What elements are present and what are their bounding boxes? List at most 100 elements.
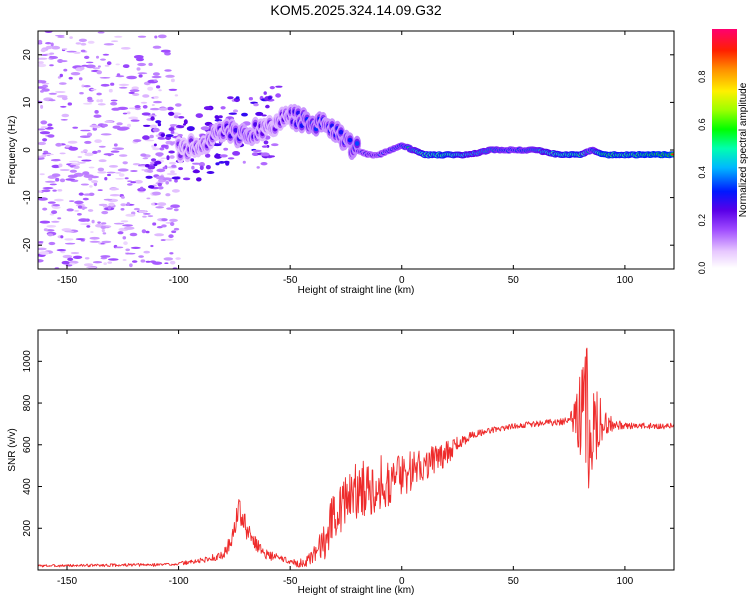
heatmap-cell bbox=[51, 205, 61, 209]
heatmap-cell bbox=[191, 165, 195, 170]
heatmap-cell bbox=[96, 99, 101, 103]
heatmap-cell bbox=[91, 180, 98, 184]
heatmap-cell bbox=[54, 198, 64, 202]
heatmap-cell bbox=[118, 83, 130, 86]
heatmap-cell bbox=[117, 168, 129, 172]
heatmap-cell bbox=[200, 126, 210, 131]
heatmap-cell bbox=[120, 196, 125, 199]
heatmap-cell bbox=[103, 43, 115, 46]
heatmap-cell bbox=[101, 228, 105, 233]
y-tick-label: 10 bbox=[22, 96, 33, 108]
heatmap-cell bbox=[107, 205, 112, 210]
snr-frame bbox=[37, 329, 675, 571]
heatmap-cell bbox=[102, 53, 110, 56]
heatmap-cell bbox=[252, 149, 262, 153]
heatmap-cell bbox=[38, 251, 50, 255]
heatmap-cell bbox=[183, 123, 186, 126]
heatmap-cell bbox=[97, 221, 101, 224]
heatmap-cell bbox=[72, 255, 83, 259]
heatmap-cell bbox=[80, 239, 85, 242]
heatmap-cell bbox=[69, 169, 77, 173]
heatmap-cell bbox=[126, 111, 131, 115]
heatmap-cell bbox=[102, 232, 107, 235]
heatmap-cell bbox=[142, 215, 147, 218]
heatmap-cell bbox=[87, 40, 95, 44]
heatmap-cell bbox=[261, 145, 268, 148]
spectrogram-marks bbox=[38, 31, 674, 269]
heatmap-cell bbox=[38, 155, 44, 158]
colorbar-tick-label: 0.2 bbox=[697, 214, 707, 227]
heatmap-cell bbox=[120, 208, 125, 211]
heatmap-cell bbox=[148, 185, 155, 189]
heatmap-cell bbox=[94, 110, 99, 114]
heatmap-cell bbox=[170, 204, 181, 208]
heatmap-cell bbox=[137, 72, 148, 75]
heatmap-cell bbox=[46, 225, 57, 228]
heatmap-cell bbox=[101, 222, 107, 225]
heatmap-cell bbox=[220, 106, 226, 110]
heatmap-cell bbox=[67, 257, 74, 261]
heatmap-cell bbox=[160, 239, 166, 241]
heatmap-cell bbox=[177, 116, 185, 119]
heatmap-cell bbox=[81, 84, 85, 88]
heatmap-cell bbox=[70, 72, 81, 76]
heatmap-cell bbox=[128, 116, 139, 120]
heatmap-cell bbox=[79, 135, 91, 138]
heatmap-cell bbox=[81, 64, 89, 67]
heatmap-cell bbox=[168, 234, 174, 239]
heatmap-cell bbox=[84, 140, 92, 144]
heatmap-cell bbox=[104, 177, 108, 181]
heatmap-cell bbox=[51, 45, 61, 50]
heatmap-cell bbox=[170, 141, 174, 146]
heatmap-cell bbox=[119, 86, 128, 89]
heatmap-cell bbox=[56, 249, 67, 252]
colorbar-tick-label: 0.4 bbox=[697, 166, 707, 179]
heatmap-cell bbox=[72, 126, 79, 129]
heatmap-cell bbox=[80, 49, 86, 53]
heatmap-cell bbox=[67, 174, 78, 178]
heatmap-cell bbox=[93, 182, 98, 187]
heatmap-cell bbox=[38, 128, 46, 131]
heatmap-cell bbox=[86, 225, 91, 228]
heatmap-cell bbox=[64, 230, 75, 233]
heatmap-cell bbox=[68, 164, 77, 167]
heatmap-cell bbox=[154, 233, 165, 237]
heatmap-cell bbox=[129, 89, 140, 92]
colorbar-gradient bbox=[712, 29, 737, 268]
heatmap-cell bbox=[57, 36, 65, 38]
heatmap-cell bbox=[102, 205, 109, 208]
heatmap-cell bbox=[157, 182, 162, 187]
heatmap-cell bbox=[145, 260, 151, 263]
heatmap-cell bbox=[100, 225, 107, 229]
heatmap-cell bbox=[133, 139, 142, 143]
heatmap-cell bbox=[232, 151, 241, 156]
heatmap-cell bbox=[118, 173, 125, 177]
heatmap-cell bbox=[147, 86, 154, 91]
heatmap-cell bbox=[175, 257, 181, 260]
heatmap-cell bbox=[61, 113, 70, 118]
heatmap-cell bbox=[166, 172, 178, 176]
heatmap-cell bbox=[171, 189, 180, 193]
heatmap-cell bbox=[64, 242, 76, 245]
heatmap-cell bbox=[164, 262, 169, 265]
heatmap-cell bbox=[186, 126, 195, 132]
heatmap-cell bbox=[173, 208, 179, 212]
heatmap-cell bbox=[174, 179, 178, 183]
y-tick-label: 1000 bbox=[22, 350, 33, 373]
heatmap-cell bbox=[129, 263, 133, 268]
heatmap-cell bbox=[42, 84, 49, 88]
heatmap-cell bbox=[89, 185, 93, 188]
heatmap-cell bbox=[68, 200, 75, 203]
heatmap-cell bbox=[117, 231, 124, 235]
heatmap-cell bbox=[227, 157, 235, 160]
heatmap-cell bbox=[40, 104, 44, 109]
heatmap-cell bbox=[96, 55, 99, 59]
heatmap-cell bbox=[82, 171, 90, 176]
heatmap-cell bbox=[160, 133, 165, 138]
heatmap-cell bbox=[108, 202, 115, 207]
heatmap-cell bbox=[141, 112, 151, 116]
heatmap-cell bbox=[145, 230, 150, 234]
heatmap-cell bbox=[151, 104, 155, 106]
y-tick-label: -10 bbox=[22, 190, 33, 205]
heatmap-cell bbox=[77, 161, 86, 164]
